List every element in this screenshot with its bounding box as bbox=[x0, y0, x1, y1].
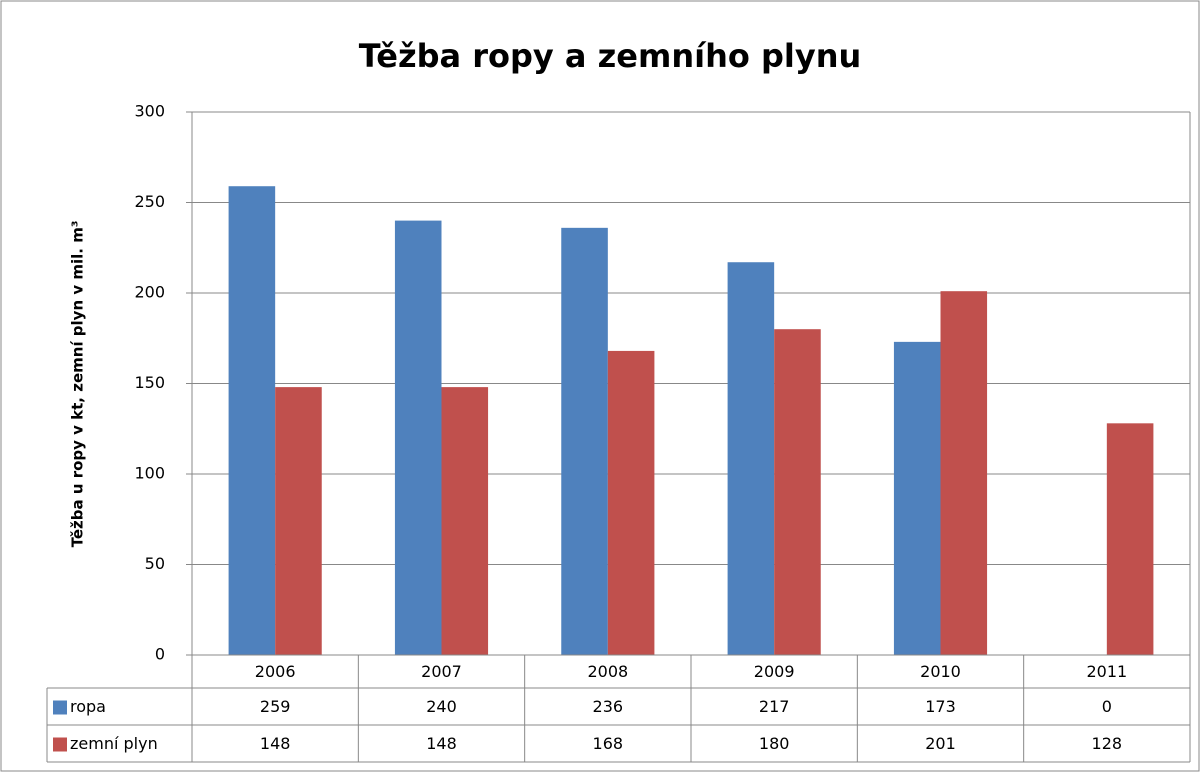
y-tick-label: 300 bbox=[134, 102, 165, 121]
table-value: 173 bbox=[925, 697, 956, 716]
legend-label: zemní plyn bbox=[70, 734, 158, 753]
legend-label: ropa bbox=[70, 697, 106, 716]
y-axis-label: Těžba u ropy v kt, zemní plyn v mil. m³ bbox=[69, 221, 87, 548]
table-value: 217 bbox=[759, 697, 790, 716]
chart-title: Těžba ropy a zemního plynu bbox=[359, 37, 862, 75]
legend-swatch bbox=[53, 700, 67, 715]
bar bbox=[561, 227, 608, 655]
table-value: 148 bbox=[426, 734, 457, 753]
legend-swatch bbox=[53, 737, 67, 752]
table-value: 128 bbox=[1092, 734, 1123, 753]
x-tick-label: 2010 bbox=[920, 662, 961, 681]
bar bbox=[394, 220, 442, 655]
y-tick-label: 50 bbox=[145, 554, 165, 573]
x-tick-label: 2011 bbox=[1086, 662, 1127, 681]
table-value: 180 bbox=[759, 734, 790, 753]
bar bbox=[228, 186, 276, 655]
table-value: 240 bbox=[426, 697, 457, 716]
x-tick-label: 2008 bbox=[587, 662, 628, 681]
table-value: 0 bbox=[1102, 697, 1112, 716]
y-tick-label: 150 bbox=[134, 373, 165, 392]
bar bbox=[441, 387, 489, 655]
y-tick-label: 200 bbox=[134, 283, 165, 302]
table-value: 168 bbox=[593, 734, 624, 753]
x-tick-label: 2007 bbox=[421, 662, 462, 681]
bar bbox=[727, 262, 775, 655]
table-value: 148 bbox=[260, 734, 291, 753]
bar bbox=[1106, 423, 1154, 655]
x-tick-label: 2009 bbox=[754, 662, 795, 681]
x-tick-label: 2006 bbox=[255, 662, 296, 681]
table-value: 236 bbox=[593, 697, 624, 716]
y-tick-label: 0 bbox=[155, 645, 165, 664]
y-tick-label: 250 bbox=[134, 192, 165, 211]
bar bbox=[893, 341, 941, 655]
bar bbox=[774, 329, 821, 655]
table-value: 201 bbox=[925, 734, 956, 753]
table-value: 259 bbox=[260, 697, 291, 716]
y-tick-label: 100 bbox=[134, 464, 165, 483]
bar bbox=[275, 387, 322, 655]
bar bbox=[940, 291, 988, 655]
bar bbox=[607, 350, 655, 655]
